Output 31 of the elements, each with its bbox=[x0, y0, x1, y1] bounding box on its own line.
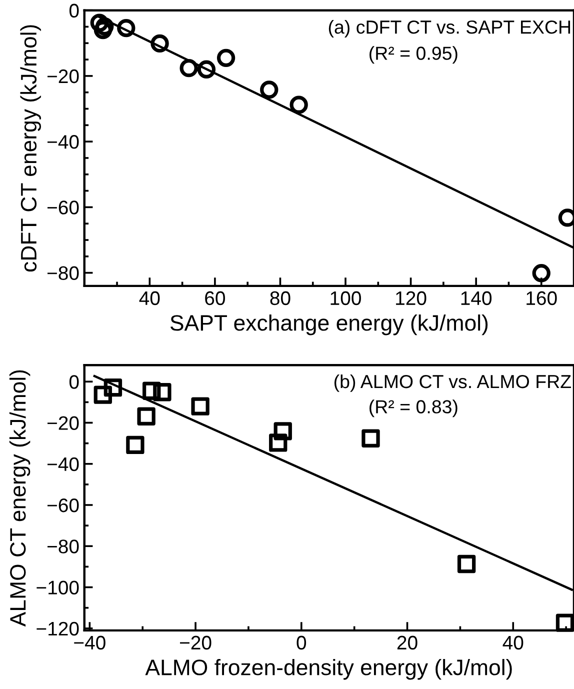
x-tick-label: −20 bbox=[180, 636, 212, 650]
x-tick-label: 100 bbox=[330, 291, 361, 306]
x-tick-label: 40 bbox=[502, 636, 524, 650]
x-tick-label: 40 bbox=[139, 291, 160, 306]
y-tick-label: −80 bbox=[47, 540, 79, 554]
x-tick-label: 80 bbox=[270, 291, 290, 306]
annotation: (b) ALMO CT vs. ALMO FRZ bbox=[334, 374, 571, 392]
y-tick-label: −40 bbox=[47, 457, 79, 472]
y-tick-label: −120 bbox=[36, 622, 79, 636]
x-tick-label: 60 bbox=[205, 291, 225, 306]
y-tick-label: 0 bbox=[69, 375, 79, 389]
annotation: (R² = 0.83) bbox=[370, 400, 458, 418]
y-axis-title: cDFT CT energy (kJ/mol) bbox=[20, 25, 41, 272]
x-tick-label: 140 bbox=[461, 291, 492, 306]
x-tick-label: 0 bbox=[296, 636, 306, 650]
x-tick-label: 160 bbox=[526, 291, 557, 306]
y-tick-label: −20 bbox=[47, 416, 79, 430]
y-tick-label: −60 bbox=[47, 498, 79, 512]
x-tick-label: 120 bbox=[396, 291, 426, 306]
y-tick-label: −40 bbox=[47, 135, 79, 149]
y-tick-label: −20 bbox=[47, 69, 79, 84]
y-tick-label: −100 bbox=[36, 580, 79, 594]
annotation: (R² = 0.95) bbox=[370, 46, 458, 64]
y-axis-title: ALMO CT energy (kJ/mol) bbox=[9, 370, 30, 627]
x-tick-label: 20 bbox=[397, 636, 418, 650]
x-axis-title: SAPT exchange energy (kJ/mol) bbox=[170, 314, 488, 336]
annotation: (a) cDFT CT vs. SAPT EXCH bbox=[328, 20, 570, 38]
y-tick-label: −80 bbox=[47, 266, 79, 280]
y-tick-label: 0 bbox=[69, 4, 79, 18]
y-tick-label: −60 bbox=[47, 200, 79, 214]
x-axis-title: ALMO frozen-density energy (kJ/mol) bbox=[145, 658, 512, 680]
